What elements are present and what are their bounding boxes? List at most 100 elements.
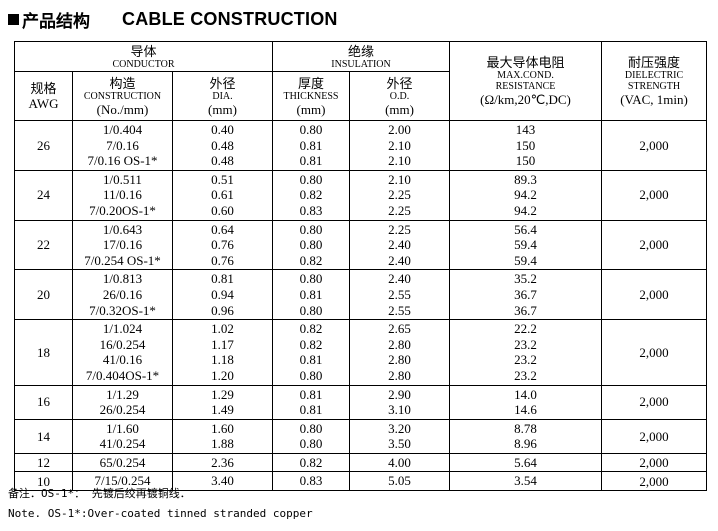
dielectric-cell: 2,000 bbox=[601, 169, 708, 221]
thickness-cell: 0.80 0.80 0.82 bbox=[272, 219, 350, 271]
square-bullet-icon bbox=[8, 13, 19, 25]
construction-value: 1/1.60 bbox=[106, 420, 139, 436]
od-cell: 4.00 bbox=[348, 452, 451, 473]
awg-cell: 14 bbox=[14, 418, 73, 454]
dia-value: 2.36 bbox=[211, 454, 234, 470]
construction-value: 65/0.254 bbox=[99, 454, 146, 470]
resistance-value: 94.2 bbox=[514, 187, 537, 203]
construction-value: 17/0.16 bbox=[102, 237, 143, 253]
resistance-value: 56.4 bbox=[514, 221, 537, 237]
od-value: 2.10 bbox=[388, 153, 411, 169]
construction-value: 1/0.511 bbox=[103, 171, 142, 187]
thickness-value: 0.82 bbox=[299, 252, 323, 268]
table-row: 12 65/0.254 2.36 0.82 4.00 5.64 2,000 bbox=[14, 452, 708, 473]
section-heading: 产品结构 CABLE CONSTRUCTION bbox=[8, 6, 338, 32]
dia-value: 1.29 bbox=[211, 386, 234, 402]
dia-value: 0.76 bbox=[211, 237, 234, 253]
awg-cell: 24 bbox=[14, 169, 73, 221]
od-cell: 2.00 2.10 2.10 bbox=[348, 120, 451, 171]
dia-value: 1.49 bbox=[211, 402, 234, 418]
resistance-value: 23.2 bbox=[514, 336, 537, 352]
resistance-value: 14.6 bbox=[514, 402, 537, 418]
resistance-value: 35.2 bbox=[514, 271, 537, 287]
dielectric-cell: 2,000 bbox=[601, 120, 708, 171]
dia-cell: 0.40 0.48 0.48 bbox=[172, 120, 273, 171]
construction-cell: 65/0.254 bbox=[72, 452, 173, 473]
dielectric-cell: 2,000 bbox=[601, 384, 708, 420]
od-cell: 3.20 3.50 bbox=[348, 418, 451, 454]
dia-value: 1.20 bbox=[211, 367, 234, 383]
dia-cell: 1.60 1.88 bbox=[172, 418, 273, 454]
thickness-value: 0.80 bbox=[299, 171, 323, 187]
resistance-cell: 8.78 8.96 bbox=[449, 418, 603, 454]
thickness-cell: 0.83 bbox=[272, 471, 350, 492]
table-row: 20 1/0.813 26/0.16 7/0.32OS-1* 0.81 0.94 0.96 0… bbox=[14, 269, 708, 321]
resistance-header: 最大导体电阻 MAX.COND. RESISTANCE (Ω/km,20℃,DC… bbox=[449, 41, 603, 121]
construction-value: 7/0.32OS-1* bbox=[89, 302, 156, 318]
awg-cell: 22 bbox=[14, 219, 73, 271]
resistance-cell: 89.3 94.2 94.2 bbox=[449, 169, 603, 221]
od-value: 2.25 bbox=[388, 221, 411, 237]
construction-value: 26/0.254 bbox=[99, 402, 146, 418]
heading-cn: 产品结构 bbox=[22, 11, 90, 31]
thickness-value: 0.81 bbox=[299, 153, 323, 169]
thickness-value: 0.82 bbox=[299, 336, 323, 352]
resistance-value: 143 bbox=[515, 122, 536, 137]
thickness-cell: 0.82 0.82 0.81 0.80 bbox=[272, 319, 350, 386]
dia-value: 1.60 bbox=[211, 420, 234, 436]
resistance-cell: 5.64 bbox=[449, 452, 603, 473]
construction-cell: 1/1.60 41/0.254 bbox=[72, 418, 173, 454]
conductor-header: 导体 CONDUCTOR bbox=[14, 41, 273, 72]
dia-value: 1.88 bbox=[211, 436, 234, 452]
od-value: 2.80 bbox=[388, 336, 411, 352]
thickness-value: 0.82 bbox=[299, 454, 323, 470]
construction-value: 1/1.29 bbox=[106, 386, 139, 402]
dia-value: 0.76 bbox=[211, 252, 234, 268]
resistance-value: 23.2 bbox=[514, 352, 537, 368]
insulation-header: 绝缘 INSULATION bbox=[271, 41, 451, 72]
dia-cell: 1.02 1.17 1.18 1.20 bbox=[172, 319, 273, 386]
dia-cell: 0.81 0.94 0.96 bbox=[172, 269, 273, 321]
od-cell: 2.90 3.10 bbox=[348, 384, 451, 420]
od-value: 4.00 bbox=[388, 454, 411, 470]
construction-value: 7/0.404OS-1* bbox=[85, 367, 160, 383]
od-value: 2.40 bbox=[388, 252, 411, 268]
thickness-cell: 0.80 0.82 0.83 bbox=[272, 169, 350, 221]
table-row: 18 1/1.024 16/0.254 41/0.16 7/0.404OS-1* 1.02… bbox=[14, 319, 708, 386]
resistance-cell: 14.0 14.6 bbox=[449, 384, 603, 420]
thickness-value: 0.81 bbox=[299, 137, 323, 153]
thickness-value: 0.80 bbox=[299, 367, 323, 383]
thickness-value: 0.80 bbox=[299, 420, 323, 436]
resistance-value: 8.78 bbox=[514, 420, 537, 436]
thickness-cell: 0.80 0.81 0.80 bbox=[272, 269, 350, 321]
od-header: 外径 O.D. (mm) bbox=[348, 71, 451, 121]
resistance-value: 150 bbox=[515, 153, 536, 169]
thickness-value: 0.81 bbox=[299, 352, 323, 368]
table-row: 26 1/0.404 7/0.16 7/0.16 OS-1* 0.40 0.48 0.48 0… bbox=[14, 120, 708, 171]
resistance-value: 36.7 bbox=[514, 286, 537, 302]
construction-value: 1/0.404 bbox=[102, 122, 143, 137]
thickness-value: 0.81 bbox=[299, 386, 323, 402]
resistance-value: 14.0 bbox=[514, 386, 537, 402]
thickness-value: 0.82 bbox=[299, 187, 323, 203]
od-value: 2.10 bbox=[388, 137, 411, 153]
resistance-value: 150 bbox=[515, 137, 536, 153]
construction-value: 7/15/0.254 bbox=[94, 473, 151, 489]
dia-cell: 0.51 0.61 0.60 bbox=[172, 169, 273, 221]
dia-cell: 2.36 bbox=[172, 452, 273, 473]
table-row: 16 1/1.29 26/0.254 1.29 1.49 0.81 0.81 2.90 3.10… bbox=[14, 384, 708, 420]
dielectric-cell: 2,000 bbox=[601, 219, 708, 271]
construction-value: 7/0.20OS-1* bbox=[89, 202, 156, 218]
dielectric-header: 耐压强度 DIELECTRIC STRENGTH (VAC, 1min) bbox=[601, 41, 708, 121]
construction-value: 7/0.16 bbox=[106, 137, 139, 153]
resistance-value: 8.96 bbox=[514, 436, 537, 452]
dia-value: 0.96 bbox=[211, 302, 234, 318]
thickness-value: 0.81 bbox=[299, 402, 323, 418]
dia-value: 1.02 bbox=[211, 321, 234, 337]
od-value: 2.25 bbox=[388, 187, 411, 203]
heading-en: CABLE CONSTRUCTION bbox=[122, 8, 338, 29]
dia-value: 3.40 bbox=[211, 473, 234, 489]
cable-construction-table: 导体 CONDUCTOR 绝缘 INSULATION 最大导体电阻 MAX.CO… bbox=[14, 41, 708, 492]
dia-value: 0.48 bbox=[211, 153, 234, 169]
construction-cell: 1/0.813 26/0.16 7/0.32OS-1* bbox=[72, 269, 173, 321]
